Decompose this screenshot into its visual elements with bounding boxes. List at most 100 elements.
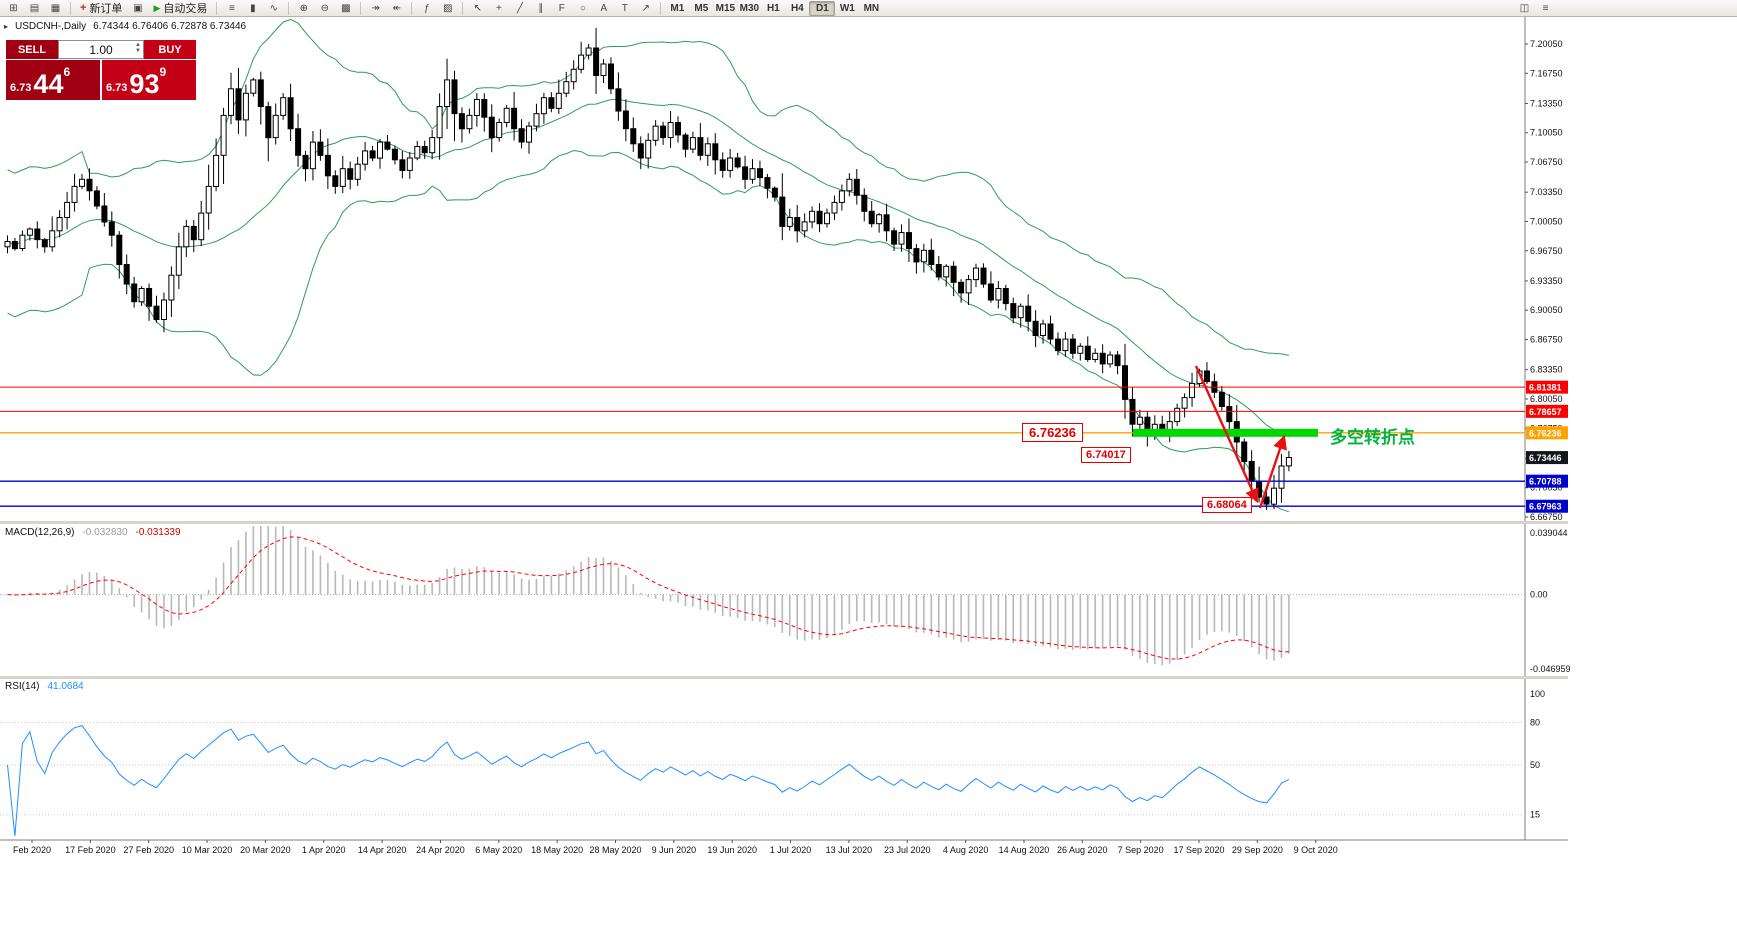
bar-chart-button[interactable]: ≡ [228, 2, 235, 14]
expert-advisors-button[interactable]: ▣ [133, 2, 143, 14]
svg-text:7.10050: 7.10050 [1530, 128, 1563, 138]
autotrade-button[interactable]: ▶ 自动交易 [148, 1, 212, 16]
svg-text:6.90050: 6.90050 [1530, 305, 1563, 315]
up-arrow[interactable] [1258, 434, 1287, 509]
buy-button[interactable]: BUY [144, 40, 196, 59]
svg-text:14 Aug 2020: 14 Aug 2020 [999, 845, 1050, 855]
crosshair-tool-button[interactable]: + [495, 2, 502, 14]
svg-text:10 Mar 2020: 10 Mar 2020 [182, 845, 233, 855]
toolbar-separator [411, 1, 413, 15]
svg-text:19 Jun 2020: 19 Jun 2020 [707, 845, 757, 855]
rsi-header: RSI(14) 41.0684 [5, 681, 84, 692]
turning-point-text[interactable]: 多空转折点 [1330, 428, 1415, 447]
svg-text:1 Apr 2020: 1 Apr 2020 [302, 845, 346, 855]
volume-input[interactable]: 1.00 ▲ ▼ [58, 40, 144, 59]
chart-profiles-button[interactable]: ▤ [29, 2, 40, 14]
volume-spinner[interactable]: ▲ ▼ [135, 42, 141, 54]
candlestick-chart-button[interactable]: ▮ [250, 2, 256, 14]
macd-label: MACD(12,26,9) [5, 527, 75, 538]
fibonacci-tool-button[interactable]: F [558, 2, 565, 14]
buy-price-button[interactable]: 6.73 93 9 [102, 60, 196, 100]
sell-price-button[interactable]: 6.73 44 6 [6, 60, 100, 100]
level-label-674017[interactable]: 6.74017 [1081, 447, 1131, 463]
toolbar-separator [216, 1, 218, 15]
sell-price-pip: 6 [63, 65, 71, 79]
docking-button[interactable]: ≡ [1542, 2, 1549, 14]
indicators-button[interactable]: ƒ [424, 2, 430, 14]
window-tile-button[interactable]: ◫ [1519, 2, 1530, 14]
timeframe-m15-button[interactable]: M15 [715, 2, 736, 14]
svg-text:6.70788: 6.70788 [1529, 477, 1562, 487]
timeframe-m30-button[interactable]: M30 [739, 2, 760, 14]
channel-tool-button[interactable]: ∥ [538, 2, 544, 14]
one-click-trading-panel: SELL 1.00 ▲ ▼ BUY 6.73 44 6 6.73 93 9 [6, 40, 196, 100]
svg-text:7.06750: 7.06750 [1530, 157, 1563, 167]
svg-text:17 Feb 2020: 17 Feb 2020 [65, 845, 116, 855]
zoom-out-button[interactable]: ⊖ [320, 2, 330, 14]
cursor-tool-button[interactable]: ↖ [473, 2, 483, 14]
toolbar-separator [360, 1, 362, 15]
toolbar-separator [462, 1, 464, 15]
buy-price-prefix: 6.73 [106, 82, 128, 94]
svg-text:100: 100 [1530, 689, 1545, 699]
arrows-tool-button[interactable]: ↗ [641, 2, 651, 14]
panel-separator[interactable] [0, 521, 1568, 524]
volume-up-icon[interactable]: ▲ [135, 42, 141, 48]
svg-text:6.66750: 6.66750 [1530, 512, 1563, 522]
grid-button[interactable]: ▩ [341, 2, 351, 14]
sell-price-prefix: 6.73 [10, 82, 32, 94]
level-label-676236[interactable]: 6.76236 [1022, 423, 1083, 442]
zoom-in-button[interactable]: ⊕ [299, 2, 309, 14]
toolbar-separator [660, 1, 662, 15]
sell-button[interactable]: SELL [6, 40, 58, 59]
rsi-value: 41.0684 [47, 681, 84, 692]
svg-text:23 Jul 2020: 23 Jul 2020 [884, 845, 931, 855]
label-tool-button[interactable]: T [621, 2, 628, 14]
timeframe-m1-button[interactable]: M1 [670, 2, 685, 14]
ohlc-values: 6.74344 6.76406 6.72878 6.73446 [93, 21, 247, 32]
level-label-668064[interactable]: 6.68064 [1202, 497, 1252, 513]
panel-separator[interactable] [0, 676, 1568, 679]
new-order-button[interactable]: + 新订单 [75, 1, 127, 16]
rsi-panel[interactable] [0, 721, 1525, 836]
svg-text:7.00050: 7.00050 [1530, 216, 1563, 226]
shapes-tool-button[interactable]: ○ [579, 2, 586, 14]
market-watch-button[interactable]: ▦ [50, 2, 61, 14]
toolbar-separator [288, 1, 290, 15]
chart-shift-button[interactable]: ↞ [392, 2, 402, 14]
line-chart-button[interactable]: ∿ [269, 2, 279, 14]
svg-text:28 May 2020: 28 May 2020 [589, 845, 641, 855]
svg-text:9 Oct 2020: 9 Oct 2020 [1294, 845, 1338, 855]
svg-text:14 Apr 2020: 14 Apr 2020 [358, 845, 407, 855]
timeframe-m5-button[interactable]: M5 [694, 2, 709, 14]
templates-button[interactable]: ▨ [443, 2, 453, 14]
svg-text:29 Sep 2020: 29 Sep 2020 [1232, 845, 1283, 855]
svg-text:7.20050: 7.20050 [1530, 39, 1563, 49]
timeframe-h4-button[interactable]: H4 [790, 2, 804, 14]
macd-main-value: -0.032830 [82, 527, 128, 538]
volume-down-icon[interactable]: ▼ [135, 48, 141, 54]
macd-panel[interactable] [0, 522, 1525, 666]
svg-text:18 May 2020: 18 May 2020 [531, 845, 583, 855]
timeframe-h1-button[interactable]: H1 [766, 2, 780, 14]
svg-text:7.03350: 7.03350 [1530, 187, 1563, 197]
price-panel[interactable] [4, 18, 1292, 513]
svg-text:7 Sep 2020: 7 Sep 2020 [1118, 845, 1164, 855]
svg-text:6.93350: 6.93350 [1530, 276, 1563, 286]
autotrade-label: 自动交易 [163, 3, 208, 15]
svg-text:24 Apr 2020: 24 Apr 2020 [416, 845, 465, 855]
svg-text:4 Aug 2020: 4 Aug 2020 [943, 845, 989, 855]
new-chart-button[interactable]: ⊞ [9, 2, 18, 14]
auto-scroll-button[interactable]: ↠ [371, 2, 381, 14]
text-tool-button[interactable]: A [600, 2, 608, 14]
buy-price-big: 93 [129, 69, 160, 99]
autotrade-play-icon: ▶ [153, 2, 161, 13]
down-arrow[interactable] [1194, 365, 1259, 504]
timeframe-mn-button[interactable]: MN [863, 2, 880, 14]
timeframe-d1-button[interactable]: D1 [809, 0, 836, 16]
timeframe-w1-button[interactable]: W1 [839, 2, 855, 14]
trendline-tool-button[interactable]: ╱ [516, 2, 523, 14]
svg-text:6.73446: 6.73446 [1529, 453, 1562, 463]
